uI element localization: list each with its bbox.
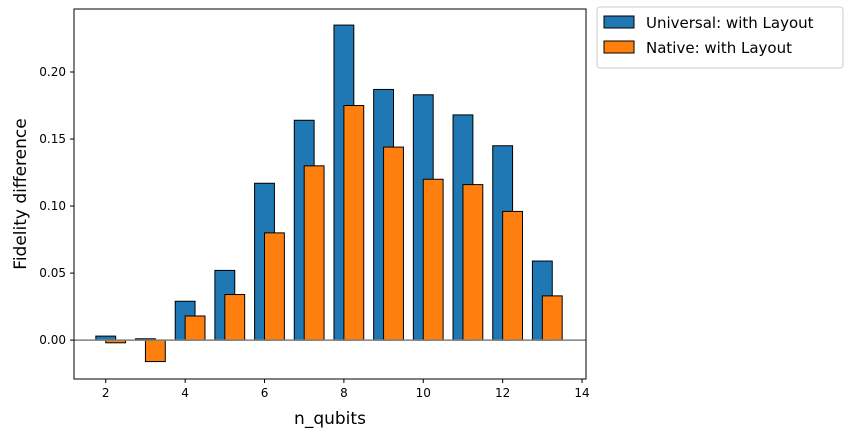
series-native-bars xyxy=(105,105,563,363)
x-axis: 2 4 6 8 10 12 14 xyxy=(102,379,590,400)
x-tick-label-10: 10 xyxy=(416,386,431,400)
bar-native-n12 xyxy=(502,210,523,341)
y-tick-label-0.00: 0.00 xyxy=(39,333,66,347)
plot-frame xyxy=(73,8,587,380)
y-axis: 0.00 0.05 0.10 0.15 0.20 xyxy=(39,65,74,347)
legend-label-native: Native: with Layout xyxy=(646,39,792,57)
bar-native-n13 xyxy=(541,295,563,341)
y-tick-label-0.20: 0.20 xyxy=(39,65,66,79)
bar-native-n11 xyxy=(462,184,484,341)
y-axis-label: Fidelity difference xyxy=(11,118,31,269)
x-tick-label-4: 4 xyxy=(181,386,189,400)
y-tick-label-0.10: 0.10 xyxy=(39,199,66,213)
x-tick-label-8: 8 xyxy=(340,386,348,400)
bar-native-n5 xyxy=(224,294,246,341)
legend: Universal: with Layout Native: with Layo… xyxy=(596,6,844,69)
bar-native-n4 xyxy=(184,315,206,341)
bar-native-n8 xyxy=(343,105,365,341)
x-axis-label: n_qubits xyxy=(294,409,366,429)
x-tick-label-2: 2 xyxy=(102,386,110,400)
bar-native-n9 xyxy=(383,146,404,341)
bar-native-n7 xyxy=(303,165,325,341)
x-tick-label-14: 14 xyxy=(574,386,589,400)
legend-label-universal: Universal: with Layout xyxy=(646,14,814,32)
bar-native-n6 xyxy=(264,232,285,341)
legend-swatch-universal xyxy=(603,15,635,29)
legend-swatch-native xyxy=(603,40,635,54)
bar-native-n3 xyxy=(144,339,166,363)
legend-box xyxy=(596,6,844,69)
y-tick-label-0.15: 0.15 xyxy=(39,132,66,146)
bar-native-n10 xyxy=(422,178,444,341)
y-tick-label-0.05: 0.05 xyxy=(39,266,66,280)
x-tick-label-12: 12 xyxy=(495,386,510,400)
x-tick-label-6: 6 xyxy=(261,386,269,400)
